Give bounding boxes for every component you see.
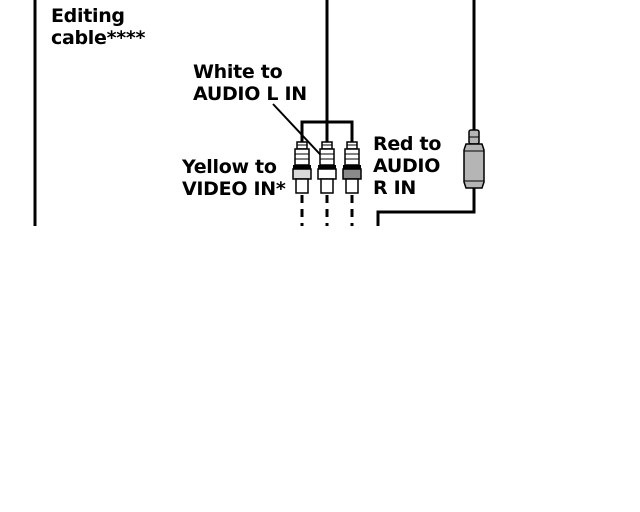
- yellow-label-line-2: VIDEO IN*: [182, 178, 286, 200]
- yellow-video-label: Yellow to VIDEO IN*: [182, 156, 286, 200]
- svideo-cable-bottom: [376, 188, 476, 226]
- white-label-line-2: AUDIO L IN: [193, 83, 307, 105]
- white-rca-plug: [317, 141, 337, 194]
- yellow-rca-plug: [292, 141, 312, 194]
- red-rca-plug: [342, 141, 362, 194]
- white-audio-label: White to AUDIO L IN: [193, 61, 307, 105]
- editing-cable-line-2: cable****: [51, 27, 146, 49]
- red-audio-label: Red to AUDIO R IN: [373, 133, 441, 199]
- red-label-line-2: AUDIO: [373, 155, 441, 177]
- red-label-line-3: R IN: [373, 177, 417, 199]
- red-label-line-1: Red to: [373, 133, 442, 155]
- editing-cable-line-1: Editing: [51, 5, 125, 27]
- svideo-plug: [463, 129, 485, 189]
- white-label-line-1: White to: [193, 61, 283, 83]
- yellow-label-line-1: Yellow to: [182, 156, 277, 178]
- editing-cable-label: Editing cable****: [51, 5, 145, 49]
